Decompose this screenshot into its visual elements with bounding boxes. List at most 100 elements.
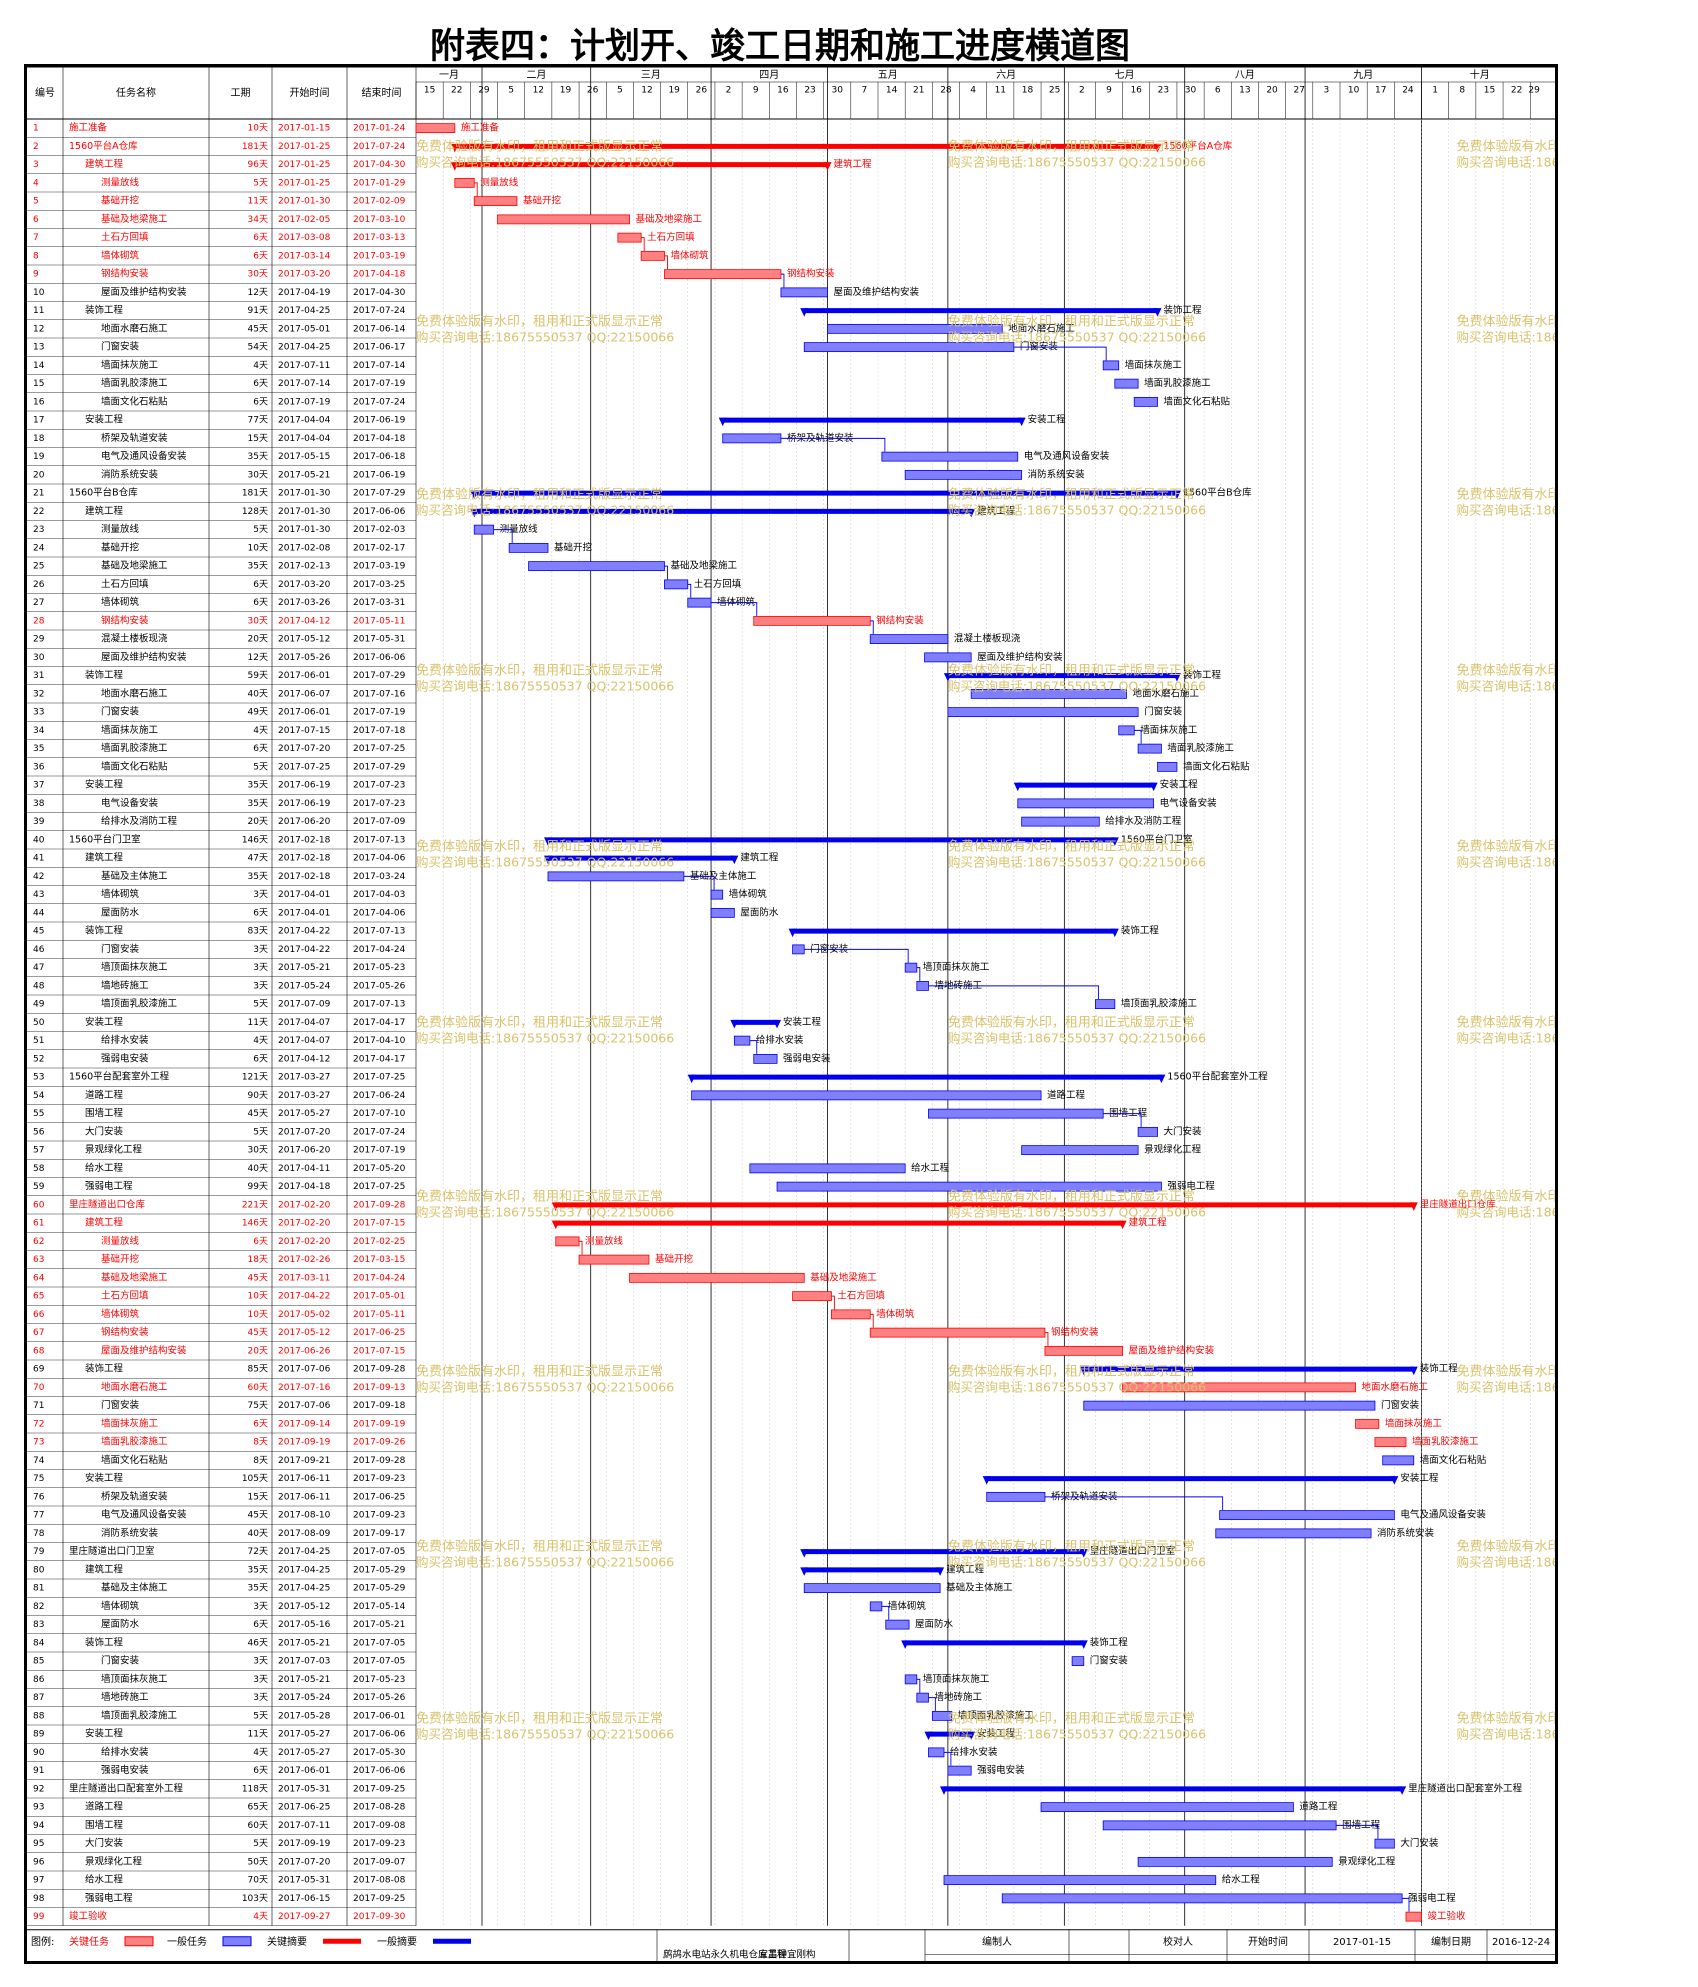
task-end: 2017-05-20 [353, 1164, 406, 1174]
task-bar [1017, 798, 1155, 809]
bar-label: 装饰工程 [1183, 669, 1222, 681]
task-id: 84 [33, 1638, 45, 1648]
task-bar [473, 524, 495, 535]
task-end: 2017-04-18 [353, 270, 406, 280]
month-label: 一月 [439, 69, 459, 81]
footer-checker-label: 校对人 [1163, 1935, 1193, 1948]
task-end: 2017-05-29 [353, 1584, 406, 1594]
task-end: 2017-07-16 [353, 689, 406, 699]
task-name: 基础开挖 [101, 195, 140, 207]
task-name: 装饰工程 [85, 925, 124, 937]
task-name: 里庄隧道出口配套室外工程 [69, 1782, 184, 1794]
task-start: 2017-07-20 [278, 1857, 331, 1867]
task-id: 7 [33, 233, 39, 243]
task-name: 墙面抹灰施工 [101, 359, 159, 371]
task-id: 3 [33, 160, 39, 170]
month-label: 九月 [1353, 69, 1373, 81]
task-id: 66 [33, 1310, 45, 1320]
task-bar [924, 652, 972, 663]
task-duration: 12天 [248, 288, 268, 298]
task-start: 2017-04-25 [278, 1547, 330, 1557]
task-name: 门窗安装 [101, 1399, 140, 1411]
task-end: 2017-03-25 [353, 580, 405, 590]
week-tick-label: 5 [508, 86, 514, 96]
task-duration: 20天 [248, 1346, 268, 1356]
watermark-text: 购买咨询电话:18675550537 QQ:22150066 [416, 1380, 674, 1395]
task-end: 2017-03-24 [353, 872, 406, 882]
bar-label: 土石方回填 [647, 231, 695, 243]
watermark-text: 购买咨询电话:18675550537 QQ:22150066 [948, 503, 1206, 518]
task-bar [1137, 1856, 1333, 1867]
summary-cap-start [924, 1731, 933, 1741]
task-end: 2017-01-29 [353, 178, 406, 188]
month-label: 十月 [1470, 68, 1490, 81]
task-name: 安装工程 [85, 1472, 124, 1484]
task-id: 72 [33, 1419, 44, 1429]
bar-label: 1560平台B仓库 [1183, 487, 1252, 499]
task-start: 2017-01-30 [278, 489, 331, 499]
task-start: 2017-09-21 [278, 1456, 330, 1466]
task-name: 墙面乳胶漆施工 [101, 742, 168, 754]
summary-cap-end [1398, 1786, 1407, 1795]
task-id: 19 [33, 452, 45, 462]
bar-label: 墙顶面抹灰施工 [923, 1673, 990, 1685]
task-id: 74 [33, 1456, 45, 1466]
summary-bar [986, 1476, 1395, 1482]
task-name: 墙顶面乳胶漆施工 [101, 998, 178, 1010]
watermark-text: 免费体验版有水印，租用和正式版显示正常 [1456, 663, 1555, 679]
watermark-text: 免费体验版有水印，租用和正式版显示正常 [416, 139, 663, 155]
week-tick-label: 11 [995, 86, 1006, 96]
task-end: 2017-03-31 [353, 598, 405, 608]
task-duration: 40天 [248, 1529, 268, 1539]
task-end: 2017-05-11 [353, 616, 405, 626]
dependency-link [711, 602, 758, 616]
watermark-text: 购买咨询电话:18675550537 QQ:22150066 [1456, 1205, 1555, 1220]
watermark-text: 购买咨询电话:18675550537 QQ:22150066 [948, 1031, 1206, 1046]
task-bar [1118, 725, 1135, 736]
task-start: 2017-04-19 [278, 288, 331, 298]
watermark-text: 免费体验版有水印，租用和正式版显示正常 [948, 1015, 1195, 1031]
task-bar [555, 1236, 580, 1247]
task-name: 里庄隧道出口门卫室 [69, 1545, 155, 1557]
task-duration: 35天 [248, 799, 268, 809]
legend-crit-summary: 关键摘要 [267, 1935, 307, 1948]
task-start: 2017-06-11 [278, 1474, 330, 1484]
task-duration: 4天 [253, 1748, 268, 1758]
task-end: 2017-02-03 [353, 525, 405, 535]
task-id: 89 [33, 1730, 45, 1740]
task-start: 2017-07-20 [278, 1127, 331, 1137]
week-tick-label: 2 [1079, 86, 1085, 96]
dependency-link [664, 255, 668, 270]
task-id: 26 [33, 580, 45, 590]
bar-label: 电气及通风设备安装 [1024, 450, 1110, 462]
task-end: 2017-06-25 [353, 1328, 405, 1338]
task-name: 1560平台A仓库 [69, 140, 138, 152]
task-duration: 45天 [248, 1109, 268, 1119]
dependency-link [870, 620, 874, 635]
summary-bar [1017, 782, 1154, 788]
task-start: 2017-03-26 [278, 598, 331, 608]
dependency-link [928, 1697, 936, 1711]
bar-label: 屋面及维护结构安装 [1129, 1344, 1215, 1356]
task-name: 墙面文化石粘贴 [101, 760, 168, 772]
task-id: 45 [33, 927, 44, 937]
task-bar [869, 1327, 1046, 1338]
bar-label: 装饰工程 [1420, 1363, 1459, 1375]
task-name: 强弱电安装 [101, 1052, 149, 1064]
bar-label: 竣工验收 [1428, 1910, 1467, 1922]
task-id: 31 [33, 671, 44, 681]
week-tick-label: 12 [641, 86, 652, 96]
task-bar [881, 451, 1019, 462]
watermark-text: 购买咨询电话:18675550537 QQ:22150066 [948, 330, 1206, 345]
task-bar [869, 1601, 883, 1612]
watermark-text: 购买咨询电话:18675550537 QQ:22150066 [1456, 679, 1555, 694]
task-name: 墙面文化石粘贴 [101, 395, 168, 407]
task-end: 2017-09-28 [353, 1200, 406, 1210]
bar-label: 钢结构安装 [1051, 1326, 1099, 1338]
watermark-text: 免费体验版有水印，租用和正式版显示正常 [1456, 839, 1555, 855]
task-name: 给排水安装 [101, 1034, 149, 1046]
task-bar [1374, 1838, 1395, 1849]
task-end: 2017-04-06 [353, 908, 406, 918]
dependency-link [1103, 1113, 1142, 1127]
week-tick-label: 23 [1158, 86, 1169, 96]
